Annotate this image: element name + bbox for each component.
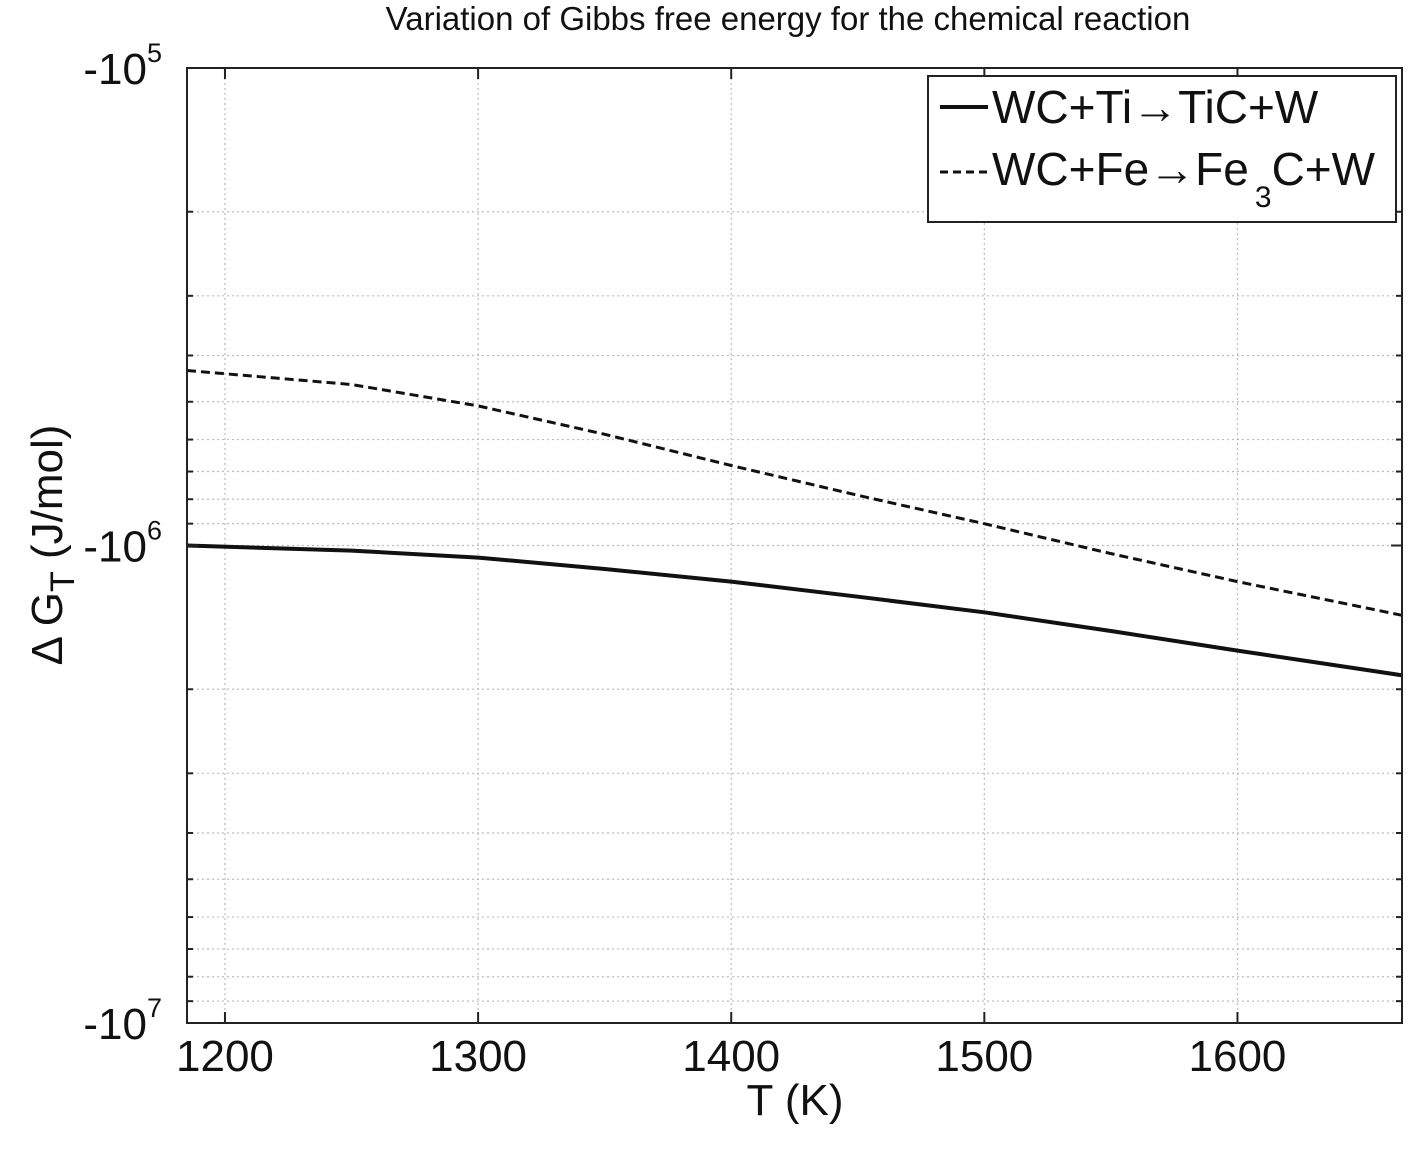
x-tick-label: 1300 xyxy=(429,1032,527,1081)
legend-label-fe-reaction: WC+Fe→Fe3C+W xyxy=(992,143,1376,214)
y-axis-label-subscript: T xyxy=(44,571,82,592)
legend-fe-main: WC+Fe→Fe xyxy=(992,143,1249,195)
y-tick-base: -10 xyxy=(83,45,147,94)
legend-box xyxy=(927,75,1397,223)
series-layer xyxy=(186,369,1403,678)
x-tick-label: 1600 xyxy=(1189,1032,1287,1081)
y-tick-base: -10 xyxy=(83,523,147,572)
tick-marks xyxy=(187,67,1402,1023)
x-tick-label: 1400 xyxy=(682,1032,780,1081)
series-line-fe-reaction xyxy=(186,369,1403,617)
chart-title: Variation of Gibbs free energy for the c… xyxy=(386,0,1191,37)
x-axis-label: T (K) xyxy=(747,1076,844,1125)
y-tick-label: -106 xyxy=(83,516,162,572)
plot-area xyxy=(187,68,1402,1023)
legend: WC+Ti→TiC+W WC+Fe→Fe3C+W xyxy=(927,75,1397,223)
y-tick-label: -105 xyxy=(83,38,162,94)
y-tick-exponent: 6 xyxy=(147,516,162,546)
x-tick-label: 1200 xyxy=(176,1032,274,1081)
legend-fe-subscript: 3 xyxy=(1255,181,1272,214)
tick-labels: 1200 1300 1400 1500 1600-105-106-107 xyxy=(83,38,1286,1081)
y-axis-label-prefix: Δ G xyxy=(23,592,72,665)
y-tick-base: -10 xyxy=(83,1000,147,1049)
y-tick-label: -107 xyxy=(83,993,162,1049)
y-axis-label: Δ GT (J/mol) xyxy=(23,425,82,666)
legend-fe-tail: C+W xyxy=(1272,143,1376,195)
x-tick-label: 1500 xyxy=(935,1032,1033,1081)
y-axis-label-suffix: (J/mol) xyxy=(23,425,72,572)
y-tick-exponent: 5 xyxy=(147,38,162,68)
y-tick-exponent: 7 xyxy=(147,993,162,1023)
legend-label-ti-reaction: WC+Ti→TiC+W xyxy=(992,81,1319,133)
series-line-ti-reaction xyxy=(186,543,1403,678)
grid-lines xyxy=(187,67,1402,1023)
